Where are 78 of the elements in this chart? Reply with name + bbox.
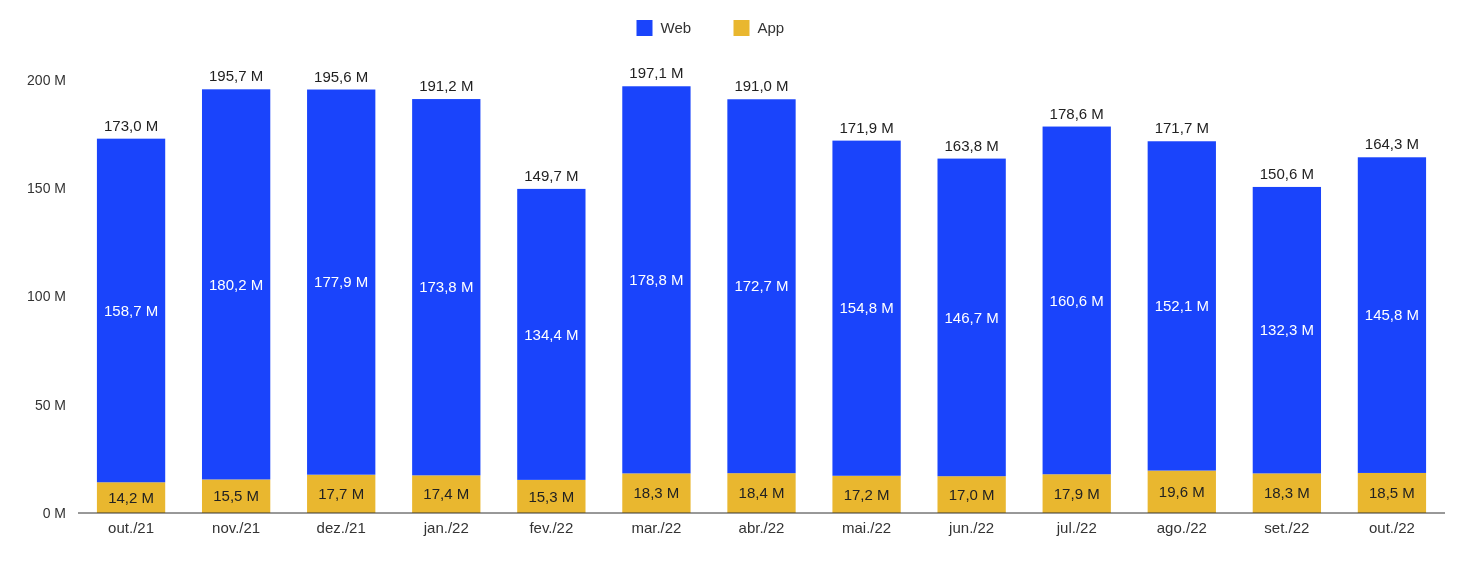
legend-label: Web (660, 19, 692, 37)
data-label: 173,8 M (419, 278, 474, 296)
data-label: 15,5 M (213, 487, 260, 505)
bar (832, 140, 901, 476)
total-label: 173,0 M (103, 116, 159, 134)
data-label: 177,9 M (314, 273, 369, 291)
y-tick-label: 150 M (27, 180, 66, 197)
data-label: 18,3 M (1263, 484, 1310, 502)
data-label: 132,3 M (1259, 321, 1314, 339)
data-label: 158,7 M (103, 301, 159, 319)
total-label: 164,3 M (1364, 135, 1420, 153)
data-label: 18,5 M (1369, 484, 1415, 502)
x-tick-label: mai./22 (841, 519, 892, 536)
bar (96, 138, 166, 483)
data-label: 17,9 M (1053, 484, 1100, 502)
data-label: 17,7 M (318, 485, 365, 503)
bar (832, 475, 901, 513)
bar (1042, 126, 1111, 475)
bar (412, 475, 481, 513)
x-tick-label: ago./22 (1156, 519, 1207, 536)
total-label: 171,7 M (1154, 119, 1209, 137)
bar (1042, 474, 1111, 513)
data-label: 134,4 M (524, 325, 579, 343)
y-tick-label: 0 M (42, 504, 66, 521)
data-label: 172,7 M (734, 277, 789, 295)
legend-label: App (757, 19, 785, 37)
total-label: 195,7 M (209, 67, 264, 85)
total-label: 191,2 M (419, 77, 474, 95)
bar (1357, 157, 1427, 473)
x-tick-label: jun./22 (948, 519, 995, 536)
total-label: 178,6 M (1049, 104, 1104, 122)
data-label: 17,0 M (948, 485, 995, 503)
total-label: 197,1 M (629, 64, 684, 82)
y-tick-label: 100 M (27, 288, 66, 305)
data-label: 146,7 M (944, 308, 999, 326)
data-label: 18,3 M (633, 484, 680, 502)
x-tick-label: jul./22 (1055, 519, 1097, 536)
y-tick-label: 200 M (27, 71, 66, 88)
data-label: 17,4 M (423, 485, 470, 503)
x-tick-label: dez./21 (316, 519, 366, 536)
data-label: 180,2 M (209, 275, 264, 293)
y-tick-label: 50 M (34, 396, 66, 413)
data-label: 18,4 M (738, 484, 785, 502)
total-label: 195,6 M (314, 67, 369, 85)
data-label: 15,3 M (528, 487, 575, 505)
x-tick-label: mar./22 (631, 519, 682, 536)
data-label: 14,2 M (108, 488, 154, 506)
x-tick-label: out./22 (1369, 519, 1415, 536)
x-tick-label: fev./22 (529, 519, 574, 536)
x-tick-label: set./22 (1264, 519, 1310, 536)
total-label: 163,8 M (944, 136, 999, 154)
bar (937, 476, 1006, 513)
bar (1252, 186, 1322, 474)
x-tick-label: jan./22 (422, 519, 469, 536)
data-label: 17,2 M (843, 485, 890, 503)
data-label: 19,6 M (1158, 483, 1205, 501)
total-label: 150,6 M (1259, 164, 1314, 182)
bar (727, 99, 796, 474)
bar (201, 89, 271, 480)
bar (727, 473, 796, 513)
total-label: 171,9 M (839, 118, 894, 136)
data-label: 178,8 M (629, 271, 684, 289)
data-label: 154,8 M (839, 299, 894, 317)
bar (1147, 141, 1216, 471)
data-label: 160,6 M (1049, 291, 1104, 309)
bar (412, 99, 481, 476)
data-label: 145,8 M (1364, 306, 1420, 324)
bar (622, 473, 691, 513)
bar (307, 89, 376, 475)
bar (937, 158, 1006, 477)
x-tick-label: out./21 (108, 519, 154, 536)
bar (517, 188, 586, 480)
data-label: 152,1 M (1154, 297, 1209, 315)
bar (622, 86, 691, 474)
x-tick-label: nov./21 (212, 519, 261, 536)
total-label: 191,0 M (734, 77, 789, 95)
x-tick-label: abr./22 (738, 519, 785, 536)
total-label: 149,7 M (524, 166, 579, 184)
